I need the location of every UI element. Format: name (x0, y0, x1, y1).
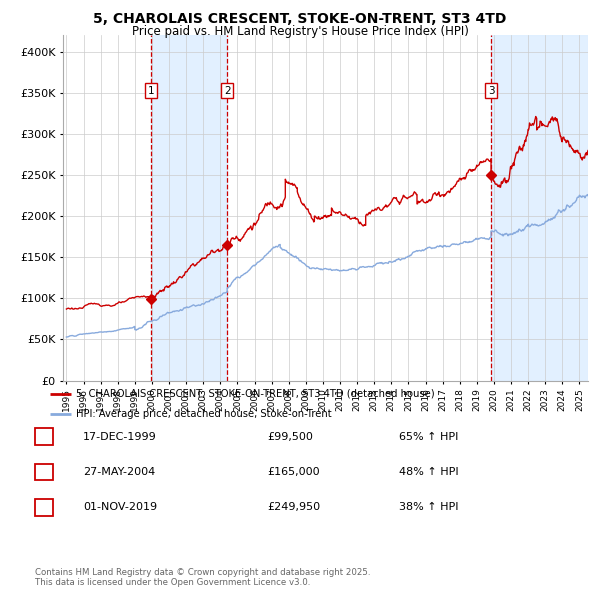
Text: £99,500: £99,500 (267, 432, 313, 441)
Text: £165,000: £165,000 (267, 467, 320, 477)
Text: 2: 2 (40, 467, 47, 477)
Text: 1: 1 (40, 432, 47, 441)
Text: Contains HM Land Registry data © Crown copyright and database right 2025.
This d: Contains HM Land Registry data © Crown c… (35, 568, 370, 587)
Text: 17-DEC-1999: 17-DEC-1999 (83, 432, 157, 441)
Text: 27-MAY-2004: 27-MAY-2004 (83, 467, 155, 477)
Text: 3: 3 (40, 503, 47, 512)
Text: £249,950: £249,950 (267, 503, 320, 512)
Text: HPI: Average price, detached house, Stoke-on-Trent: HPI: Average price, detached house, Stok… (76, 409, 332, 418)
Text: 5, CHAROLAIS CRESCENT, STOKE-ON-TRENT, ST3 4TD (detached house): 5, CHAROLAIS CRESCENT, STOKE-ON-TRENT, S… (76, 389, 435, 398)
Text: 01-NOV-2019: 01-NOV-2019 (83, 503, 157, 512)
Text: 1: 1 (148, 86, 155, 96)
Text: 2: 2 (224, 86, 230, 96)
Bar (151, 35, 227, 381)
Text: 48% ↑ HPI: 48% ↑ HPI (399, 467, 458, 477)
Bar (491, 35, 588, 381)
Text: Price paid vs. HM Land Registry's House Price Index (HPI): Price paid vs. HM Land Registry's House … (131, 25, 469, 38)
Text: 3: 3 (488, 86, 494, 96)
Text: 65% ↑ HPI: 65% ↑ HPI (399, 432, 458, 441)
Text: 38% ↑ HPI: 38% ↑ HPI (399, 503, 458, 512)
Text: 5, CHAROLAIS CRESCENT, STOKE-ON-TRENT, ST3 4TD: 5, CHAROLAIS CRESCENT, STOKE-ON-TRENT, S… (94, 12, 506, 26)
